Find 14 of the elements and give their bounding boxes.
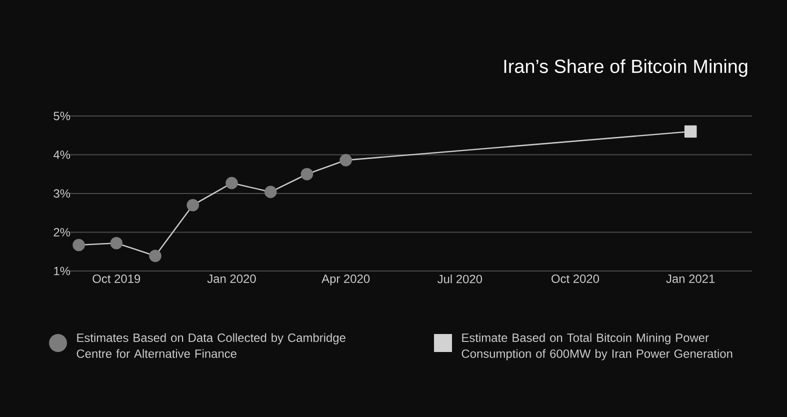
chart-title: Iran’s Share of Bitcoin Mining [504, 59, 748, 77]
y-tick-label: 5% [54, 112, 70, 120]
legend-label: Estimate Based on Total Bitcoin Mining Power Consumption of 600MW by Iran Power Generation [462, 333, 732, 360]
x-tick-label: Oct 2019 [92, 274, 140, 283]
x-tick-label: Jul 2020 [437, 274, 482, 284]
x-tick-label: Jan 2021 [666, 274, 715, 283]
x-tick-label: Jan 2020 [207, 274, 256, 283]
legend-label: Estimates Based on Data Collected by Cambridge Centre for Alternative Finance [76, 333, 346, 358]
y-tick-label: 4% [53, 150, 70, 159]
x-tick-label: Apr 2020 [322, 274, 370, 286]
x-tick-label: Oct 2020 [552, 274, 600, 283]
y-tick-label: 3% [54, 189, 70, 198]
y-tick-label: 1% [54, 266, 70, 276]
y-tick-label: 2% [54, 228, 70, 236]
